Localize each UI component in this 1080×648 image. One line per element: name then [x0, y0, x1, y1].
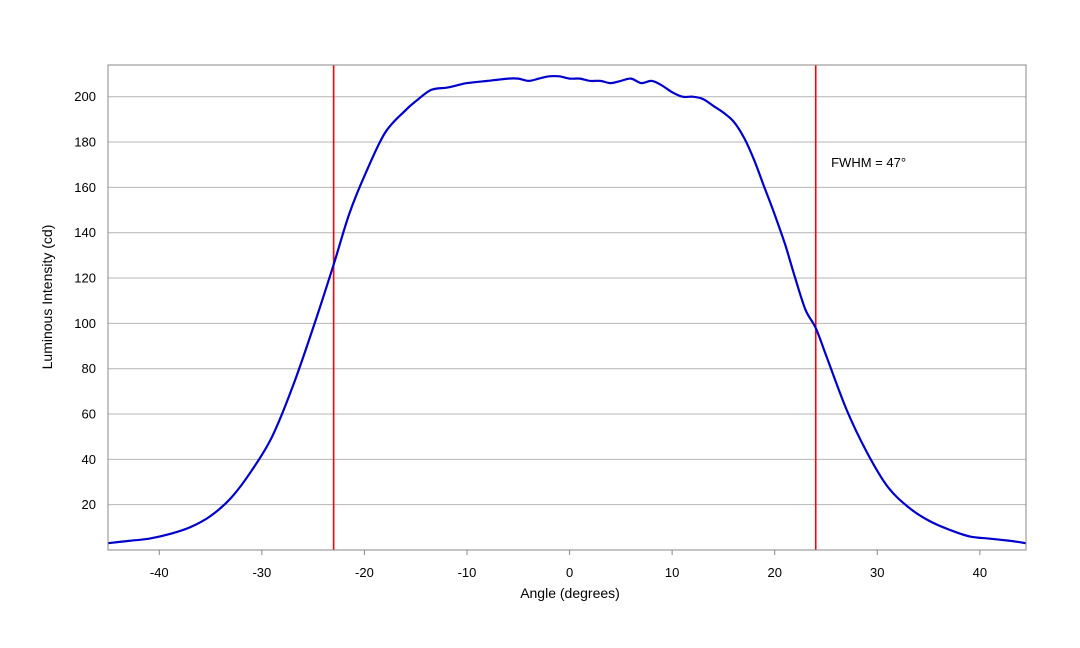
x-tick-label: -10 [458, 565, 477, 580]
y-tick-labels: 20 40 60 80 100 120 140 160 180 200 [74, 89, 96, 512]
plot-frame [107, 64, 1027, 551]
y-tick-label: 160 [74, 180, 96, 195]
x-tick-label: -40 [150, 565, 169, 580]
vertical-markers [332, 65, 817, 550]
x-tick-label: -20 [355, 565, 374, 580]
x-tick-label: 20 [767, 565, 781, 580]
x-tick-labels: -40 -30 -20 -10 0 10 20 30 40 [150, 550, 987, 580]
y-tick-label: 100 [74, 316, 96, 331]
intensity-series-line [107, 74, 1027, 545]
y-tick-label: 60 [82, 407, 96, 422]
grid-lines [108, 96, 1026, 506]
series-group [107, 74, 1027, 545]
y-tick-label: 140 [74, 225, 96, 240]
x-tick-label: 40 [973, 565, 987, 580]
annotations: FWHM = 47° [831, 155, 906, 170]
y-tick-label: 120 [74, 271, 96, 286]
y-tick-label: 20 [82, 497, 96, 512]
x-axis-title: Angle (degrees) [520, 585, 620, 601]
y-tick-label: 180 [74, 135, 96, 150]
fwhm-annotation: FWHM = 47° [831, 155, 906, 170]
x-tick-label: -30 [252, 565, 271, 580]
y-tick-label: 40 [82, 452, 96, 467]
x-tick-label: 30 [870, 565, 884, 580]
y-tick-label: 200 [74, 89, 96, 104]
x-tick-label: 0 [566, 565, 573, 580]
y-axis-title: Luminous Intensity (cd) [39, 225, 55, 370]
y-tick-label: 80 [82, 361, 96, 376]
x-tick-label: 10 [665, 565, 679, 580]
